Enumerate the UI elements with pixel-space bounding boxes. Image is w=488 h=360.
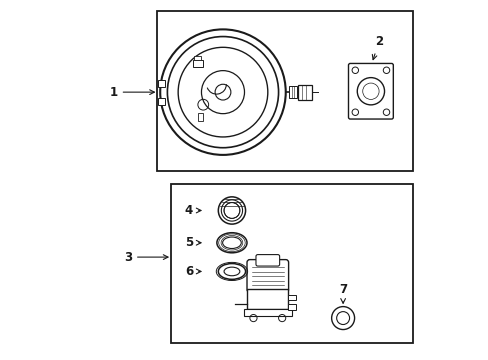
Circle shape [331, 307, 354, 329]
Circle shape [357, 78, 384, 105]
Bar [194, 55, 201, 60]
Bar [243, 309, 291, 316]
Circle shape [215, 84, 230, 100]
Circle shape [336, 312, 349, 324]
Bar [198, 113, 203, 121]
FancyBboxPatch shape [348, 63, 392, 119]
Bar [289, 86, 297, 98]
Bar [171, 184, 412, 343]
Circle shape [201, 71, 244, 114]
Bar [247, 289, 288, 309]
Text: 4: 4 [184, 204, 201, 217]
Bar [158, 80, 164, 87]
Ellipse shape [217, 233, 246, 253]
Text: 1: 1 [109, 86, 154, 99]
Bar [158, 98, 164, 105]
Bar [288, 304, 296, 310]
Text: 2: 2 [371, 35, 382, 60]
Bar [156, 12, 412, 171]
Text: 7: 7 [338, 283, 346, 303]
Circle shape [178, 47, 267, 137]
Bar [192, 60, 202, 67]
Circle shape [167, 37, 278, 148]
Ellipse shape [222, 237, 241, 248]
Circle shape [160, 30, 285, 155]
Text: 6: 6 [184, 265, 201, 278]
Text: 5: 5 [184, 236, 201, 249]
FancyBboxPatch shape [246, 260, 288, 292]
Ellipse shape [218, 264, 245, 279]
Ellipse shape [224, 267, 239, 276]
FancyBboxPatch shape [255, 255, 279, 266]
Text: 3: 3 [123, 251, 168, 264]
Bar [288, 294, 296, 300]
Bar [298, 85, 311, 100]
